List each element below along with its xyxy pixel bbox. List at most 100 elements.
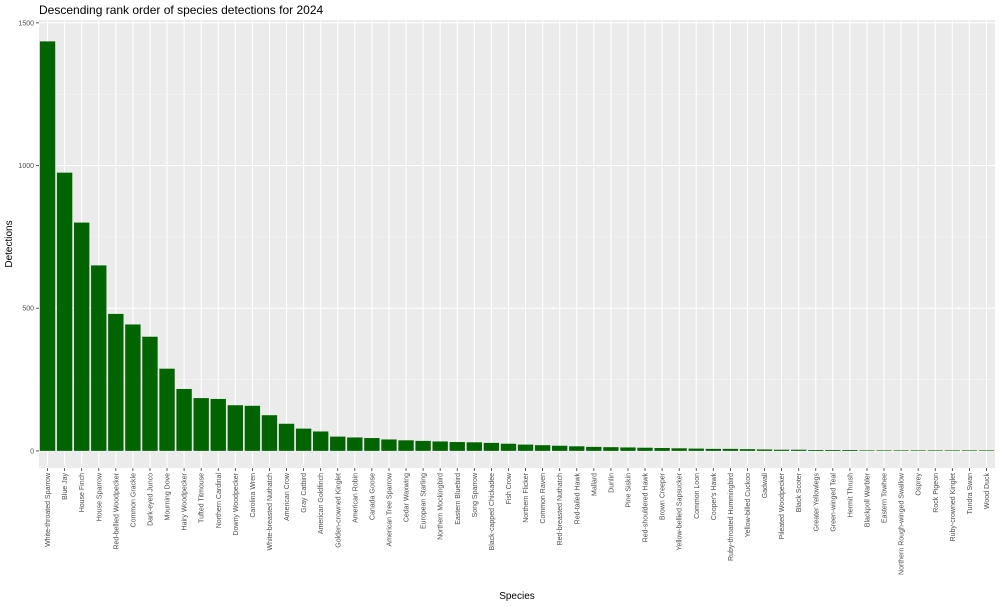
bar [159,368,175,451]
x-tick-label: White-throated Sparrow [45,472,52,547]
bar [790,449,807,451]
bar [244,405,261,451]
x-tick-label: Carolina Wren [250,473,257,518]
bar [483,442,500,451]
x-tick-label: Red-tailed Hawk [574,473,581,525]
minor-gridlines [39,93,995,380]
x-tick-label: American Goldfinch [318,473,325,534]
bar [671,448,687,451]
bar [688,448,704,451]
bar [569,446,585,451]
bar [278,423,295,451]
y-tick-label: 0 [30,448,34,455]
bar [176,388,192,451]
bar [364,438,380,451]
bar [978,450,995,451]
x-tick-label: Downy Woodpecker [233,472,240,535]
bar [91,265,107,451]
bar [330,436,346,451]
bar [108,313,124,451]
bar [261,415,278,451]
x-tick-label: Canada Goose [369,473,376,520]
bar [210,398,226,451]
x-tick-label: Ruby-throated Hummingbird [728,473,735,561]
bar [39,41,56,451]
bar [739,449,756,451]
bar [825,450,841,451]
x-tick-label: Song Sparrow [472,472,479,517]
bar [500,443,517,451]
bar [705,448,722,451]
x-tick-label: Pileated Woodpecker [779,472,786,539]
x-tick-label: Mourning Dove [165,473,172,521]
bar [893,450,909,451]
bar [551,445,568,451]
x-tick-label: Cooper's Hawk [711,473,718,521]
bar [637,447,653,451]
bar [125,324,141,451]
bar [56,172,73,451]
x-tick-label: Red-breasted Nuthatch [557,473,564,545]
x-tick-label: Golden-crowned Kinglet [335,473,342,548]
x-axis-title: Species [499,591,535,602]
bar [876,450,892,451]
x-tick-label: Cedar Waxwing [404,473,411,522]
x-tick-label: Mallard [591,473,598,496]
x-tick-label: American Tree Sparrow [386,472,393,546]
bar [381,439,397,451]
bar [398,440,414,451]
bar [295,428,312,451]
x-tick-label: Common Grackle [130,473,137,528]
x-tick-label: Northern Cardinal [216,473,223,529]
x-tick-label: Blackpoll Warbler [864,472,871,527]
bar [910,450,926,451]
y-tick-label: 1000 [18,163,34,170]
x-tick-label: Pine Siskin [625,473,632,508]
bar [756,449,773,451]
x-tick-label: Northern Flicker [523,472,530,522]
x-tick-label: Wood Duck [984,473,991,510]
x-tick-label: Gadwall [762,473,769,499]
x-tick-label: Green-winged Teal [830,473,837,532]
bar [603,447,619,451]
bar [227,405,244,451]
x-tick-label: Fish Crow [506,472,513,504]
y-tick-label: 1500 [18,20,34,27]
x-tick-label: Eastern Bluebird [455,473,462,525]
x-tick-label: House Finch [79,473,86,512]
x-tick-label: Yellow-billed Cuckoo [745,473,752,537]
x-tick-label: Gray Catbird [301,473,308,513]
y-axis-title: Detections [4,220,15,267]
bar [620,447,636,451]
x-tick-label: Hermit Thrush [847,473,854,517]
bar [312,431,329,451]
bar [722,448,739,451]
bar [193,398,209,451]
x-tick-label: House Sparrow [96,472,103,521]
x-tick-label: Tundra Swan [967,473,974,514]
x-tick-label: Red-bellied Woodpecker [113,472,120,549]
bar [466,442,483,451]
plot-panel [39,20,995,468]
x-tick-label: Yellow-bellied Sapsucker [677,472,684,550]
x-tick-label: Northern Mockingbird [438,473,445,540]
x-tick-label: Blue Jay [62,473,69,500]
x-tick-label: Greater Yellowlegs [813,473,820,532]
x-tick-label: Rock Pigeon [933,473,940,513]
x-tick-label: Northern Rough-winged Swallow [899,472,906,575]
x-tick-label: Brown Creeper [660,472,667,520]
bar [927,450,943,451]
chart-title: Descending rank order of species detecti… [39,3,323,17]
x-tick-label: Eastern Towhee [882,473,889,523]
bar [534,445,551,451]
x-tick-label: European Starling [421,473,428,529]
bar [654,448,670,451]
bar [517,444,534,451]
bar [432,441,448,451]
bar [808,450,824,451]
x-tick-label: Common Raven [540,473,547,524]
x-tick-label: Tufted Titmouse [199,473,206,523]
x-tick-label: Black Scoter [796,472,803,512]
x-axis: White-throated Sparrow Blue Jay House Finc… [45,468,991,575]
